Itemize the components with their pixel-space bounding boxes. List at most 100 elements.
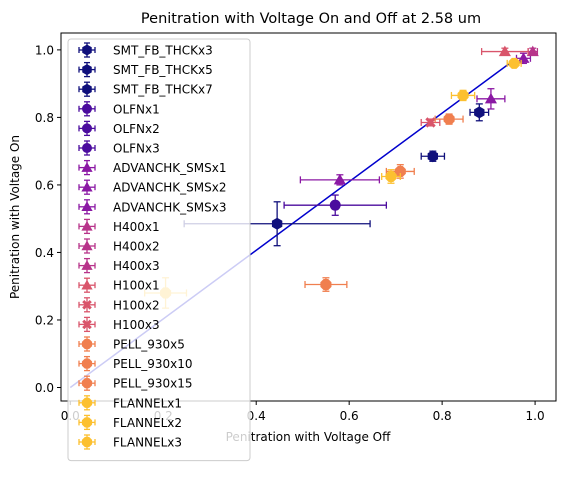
x-tick-label: 0.4 [247,409,266,423]
legend-entry: H100x1 [78,277,160,293]
data-point-marker [508,57,520,69]
legend-label: H400x2 [113,240,160,254]
legend-marker [81,201,93,212]
data-point-marker [443,113,455,125]
legend-label: FLANNELx1 [113,396,182,410]
data-point-marker [385,170,397,183]
y-tick-label: 0.0 [35,381,54,395]
legend-marker [82,103,92,114]
data-point-marker [425,117,436,128]
legend-marker [81,378,93,389]
data-point [420,117,441,128]
data-point-marker [394,165,406,177]
legend-label: PELL_930x5 [113,338,185,352]
legend-label: PELL_930x15 [113,377,192,391]
legend-box [67,38,251,462]
data-point [480,45,529,57]
legend-marker [81,260,93,270]
legend-marker [81,220,93,231]
legend-marker [82,123,92,134]
legend-entry: PELL_930x15 [78,375,192,391]
legend-label: ADVANCHK_SMSx2 [113,181,226,195]
y-tick-label: 1.0 [35,43,54,57]
legend-marker [82,143,92,153]
y-axis-title: Penitration with Voltage On [8,135,22,299]
x-tick-label: 0.6 [340,409,359,423]
data-point [476,88,506,110]
y-tick-label: 0.2 [35,313,54,327]
data-point-marker [526,45,539,57]
legend-marker [81,358,93,369]
legend-label: OLFNx3 [113,142,160,156]
legend-entry: H400x1 [78,218,160,235]
legend-label: SMT_FB_THCKx3 [113,44,213,58]
legend-entry: PELL_930x10 [78,355,192,372]
legend-label: H400x1 [113,220,160,234]
x-tick-label: 0.8 [433,409,452,423]
legend-marker [82,44,92,56]
legend-label: SMT_FB_THCKx7 [113,83,213,97]
legend-entry: H100x3 [78,316,160,333]
legend-label: H100x3 [113,318,160,332]
data-point [469,103,490,122]
data-point [450,89,476,102]
legend-entry: H400x3 [78,257,160,274]
legend-marker [82,64,92,76]
x-axis-title: Penitration with Voltage Off [226,430,391,444]
data-point-marker [329,199,341,211]
legend-label: ADVANCHK_SMSx1 [113,161,226,175]
legend-entry: ADVANCHK_SMSx2 [78,179,226,195]
chart-title: Penitration with Voltage On and Off at 2… [141,11,481,27]
legend-marker [81,338,93,350]
legend-marker [81,417,93,428]
legend-entry: PELL_930x5 [78,336,185,352]
legend-label: H100x2 [113,298,160,312]
y-tick-label: 0.8 [35,111,54,125]
legend-label: FLANNELx3 [113,436,182,450]
y-tick-label: 0.6 [35,178,54,192]
legend-label: OLFNx2 [113,122,160,136]
data-point-marker [498,45,511,57]
legend-marker [81,162,93,172]
data-point [434,113,464,125]
legend-entry: FLANNELx2 [78,414,182,431]
legend-marker [82,299,92,310]
plot-frame [60,32,557,402]
legend-marker [81,240,93,251]
legend-label: SMT_FB_THCKx5 [113,63,213,77]
legend-label: ADVANCHK_SMSx3 [113,200,226,214]
legend-entry: OLFNx3 [78,140,160,156]
legend-entry: OLFNx2 [78,120,160,137]
data-point-marker [457,89,469,101]
legend-marker [81,397,93,408]
legend-entry: SMT_FB_THCKx5 [78,61,213,78]
data-point [420,150,446,163]
data-point-marker [427,150,439,163]
legend-entry: H400x2 [78,238,160,254]
legend-marker [82,319,92,330]
legend-entry: SMT_FB_THCKx7 [78,81,213,97]
legend: SMT_FB_THCKx3 SMT_FB_THCKx5 SMT_FB_THCKx7 O… [67,38,251,462]
legend-label: PELL_930x10 [113,357,192,371]
legend-label: OLFNx1 [113,102,160,116]
legend-label: H400x3 [113,259,160,273]
data-point-marker [333,173,346,185]
legend-entry: FLANNELx1 [78,395,182,411]
legend-marker [81,436,93,448]
legend-entry: FLANNELx3 [78,434,182,450]
data-point-marker [474,106,485,119]
legend-entry: OLFNx1 [78,101,160,117]
x-tick-label: 1.0 [526,409,545,423]
legend-label: FLANNELx2 [113,416,182,430]
data-point [299,173,381,186]
legend-marker [81,279,93,290]
legend-entry: ADVANCHK_SMSx3 [78,199,226,215]
data-point-marker [320,278,332,291]
data-point [304,277,348,292]
data-point [385,164,415,179]
data-point [381,169,401,184]
legend-entry: H100x2 [78,297,160,313]
data-point-marker [517,52,530,63]
legend-entry: SMT_FB_THCKx3 [78,42,213,58]
